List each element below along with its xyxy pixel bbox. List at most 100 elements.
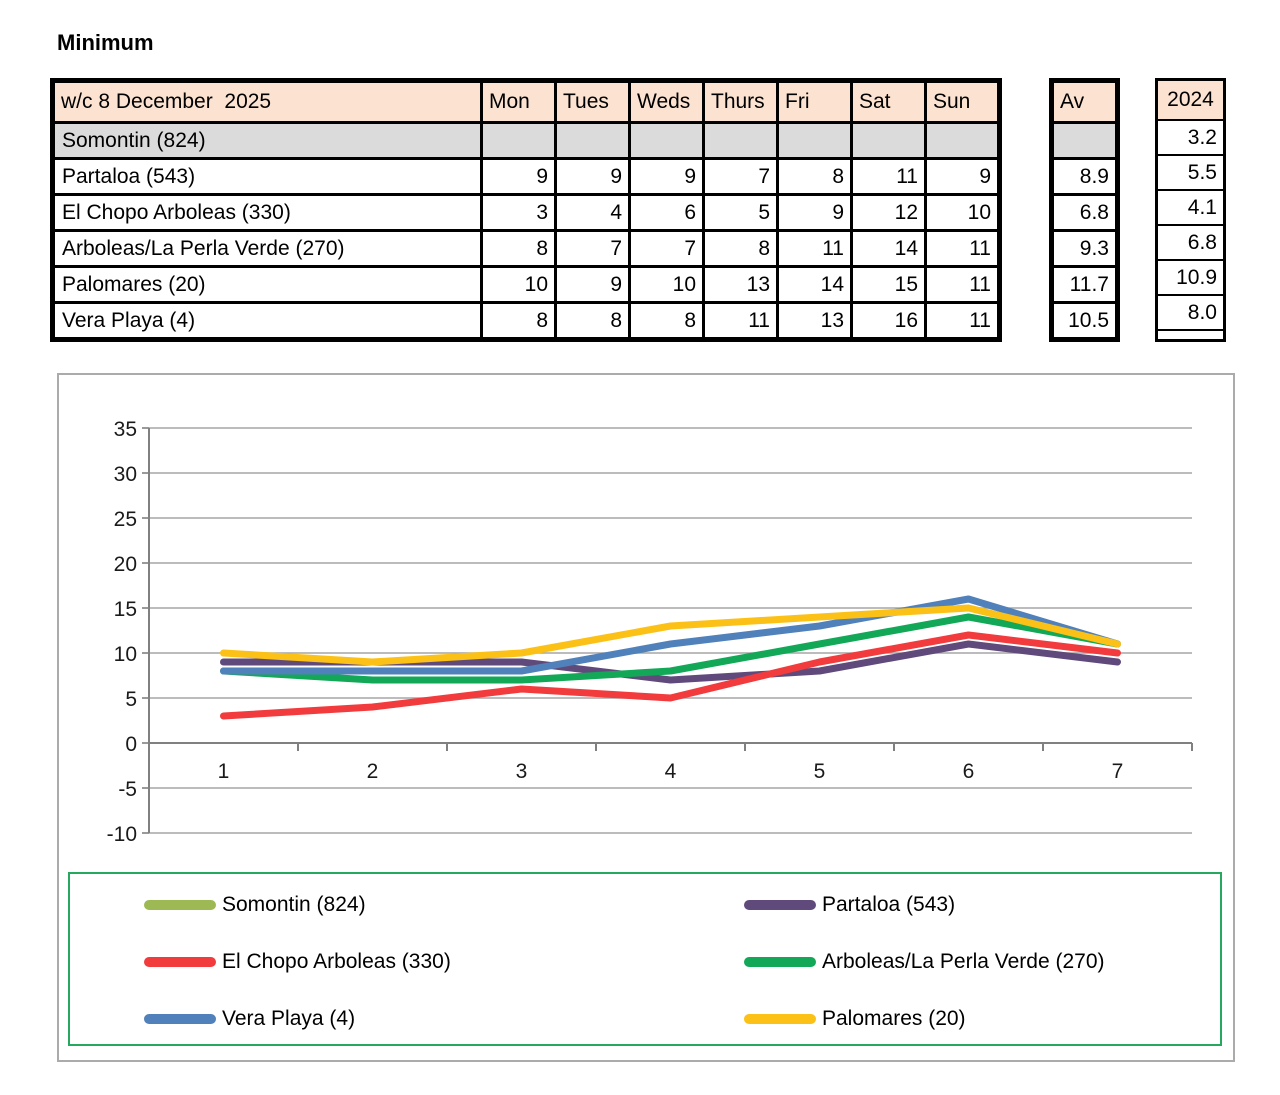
day-value-cell[interactable]: 10	[924, 193, 1001, 232]
year-value-cell[interactable]: 8.0	[1155, 294, 1226, 331]
day-value-cell[interactable]: 10	[628, 265, 705, 304]
day-value-cell[interactable]	[480, 121, 557, 160]
average-value-cell[interactable]: 9.3	[1050, 229, 1119, 268]
table-row: Palomares (20) 10 9 10 13 14 15 11	[51, 265, 1001, 304]
average-value-cell[interactable]: 10.5	[1050, 301, 1119, 341]
series-line	[220, 631, 1121, 720]
table-row: El Chopo Arboleas (330) 3 4 6 5 9 12 10	[51, 193, 1001, 232]
chart-area[interactable]: 35 30 25 20 15 10 5 0 -5 -10 1 2 3 4 5 6 7 Somontin (824…	[57, 373, 1235, 1062]
legend-swatch	[144, 1014, 216, 1024]
day-value-cell[interactable]: 8	[480, 301, 557, 341]
day-value-cell[interactable]: 9	[480, 157, 557, 196]
day-value-cell[interactable]: 3	[480, 193, 557, 232]
day-value-cell[interactable]	[850, 121, 927, 160]
day-value-cell[interactable]: 7	[702, 157, 779, 196]
legend-item[interactable]: Palomares (20)	[744, 1007, 966, 1031]
day-value-cell[interactable]	[628, 121, 705, 160]
table-row: Partaloa (543) 9 9 9 7 8 11 9	[51, 157, 1001, 196]
day-header-tues[interactable]: Tues	[554, 79, 631, 124]
day-value-cell[interactable]	[702, 121, 779, 160]
year-value-cell[interactable]: 4.1	[1155, 189, 1226, 226]
day-value-cell[interactable]: 8	[628, 301, 705, 341]
day-value-cell[interactable]: 14	[776, 265, 853, 304]
year-header-cell[interactable]: 2024	[1155, 78, 1226, 121]
day-value-cell[interactable]: 9	[554, 265, 631, 304]
table-row: Somontin (824)	[51, 121, 1001, 160]
day-header-mon[interactable]: Mon	[480, 79, 557, 124]
row-name-cell[interactable]: Vera Playa (4)	[51, 301, 483, 341]
x-axis-label: 3	[516, 760, 528, 783]
day-value-cell[interactable]: 13	[702, 265, 779, 304]
day-value-cell[interactable]: 6	[628, 193, 705, 232]
day-value-cell[interactable]: 4	[554, 193, 631, 232]
legend-item[interactable]: Arboleas/La Perla Verde (270)	[744, 950, 1105, 974]
legend-label: Palomares (20)	[822, 1007, 966, 1030]
day-value-cell[interactable]: 9	[776, 193, 853, 232]
day-value-cell[interactable]: 11	[776, 229, 853, 268]
year-value-cell[interactable]: 10.9	[1155, 259, 1226, 296]
row-name-cell[interactable]: Arboleas/La Perla Verde (270)	[51, 229, 483, 268]
day-value-cell[interactable]: 9	[628, 157, 705, 196]
day-value-cell[interactable]: 11	[702, 301, 779, 341]
legend-item[interactable]: El Chopo Arboleas (330)	[144, 950, 451, 974]
day-value-cell[interactable]: 15	[850, 265, 927, 304]
day-value-cell[interactable]: 14	[850, 229, 927, 268]
legend-item[interactable]: Partaloa (543)	[744, 893, 955, 917]
table-row: 10.9	[1155, 259, 1226, 296]
series-line	[220, 595, 1121, 675]
day-value-cell[interactable]: 7	[628, 229, 705, 268]
table-row	[1155, 329, 1226, 342]
day-value-cell[interactable]: 11	[924, 229, 1001, 268]
table-row: 6.8	[1050, 193, 1119, 232]
y-axis-label: -10	[107, 823, 137, 846]
legend-swatch	[744, 957, 816, 967]
legend-item[interactable]: Somontin (824)	[144, 893, 366, 917]
day-value-cell[interactable]: 9	[554, 157, 631, 196]
average-value-cell[interactable]	[1050, 121, 1119, 160]
day-value-cell[interactable]	[776, 121, 853, 160]
day-value-cell[interactable]: 5	[702, 193, 779, 232]
day-value-cell[interactable]: 11	[924, 265, 1001, 304]
day-header-sun[interactable]: Sun	[924, 79, 1001, 124]
day-value-cell[interactable]: 10	[480, 265, 557, 304]
year-value-cell[interactable]: 5.5	[1155, 154, 1226, 191]
empty-cell[interactable]	[1155, 329, 1226, 342]
row-name-cell[interactable]: Somontin (824)	[51, 121, 483, 160]
legend-item[interactable]: Vera Playa (4)	[144, 1007, 355, 1031]
row-name-cell[interactable]: Partaloa (543)	[51, 157, 483, 196]
day-value-cell[interactable]: 16	[850, 301, 927, 341]
average-value-cell[interactable]: 8.9	[1050, 157, 1119, 196]
year-value-cell[interactable]: 3.2	[1155, 119, 1226, 156]
day-value-cell[interactable]: 9	[924, 157, 1001, 196]
table-row: 5.5	[1155, 154, 1226, 191]
table-row: 9.3	[1050, 229, 1119, 268]
series-line	[220, 604, 1121, 666]
row-name-cell[interactable]: El Chopo Arboleas (330)	[51, 193, 483, 232]
day-value-cell[interactable]: 7	[554, 229, 631, 268]
year-value-cell[interactable]: 6.8	[1155, 224, 1226, 261]
day-value-cell[interactable]: 11	[850, 157, 927, 196]
average-value-cell[interactable]: 6.8	[1050, 193, 1119, 232]
day-header-fri[interactable]: Fri	[776, 79, 853, 124]
day-value-cell[interactable]	[924, 121, 1001, 160]
day-value-cell[interactable]: 11	[924, 301, 1001, 341]
day-value-cell[interactable]: 8	[776, 157, 853, 196]
day-value-cell[interactable]: 13	[776, 301, 853, 341]
day-value-cell[interactable]: 12	[850, 193, 927, 232]
day-header-thurs[interactable]: Thurs	[702, 79, 779, 124]
day-header-weds[interactable]: Weds	[628, 79, 705, 124]
x-axis-label: 4	[665, 760, 677, 783]
day-value-cell[interactable]: 8	[702, 229, 779, 268]
day-value-cell[interactable]	[554, 121, 631, 160]
day-value-cell[interactable]: 8	[554, 301, 631, 341]
x-axis-label: 1	[218, 760, 230, 783]
average-value-cell[interactable]: 11.7	[1050, 265, 1119, 304]
y-axis-label: 35	[114, 418, 137, 441]
day-header-sat[interactable]: Sat	[850, 79, 927, 124]
week-label-cell[interactable]: w/c 8 December 2025	[51, 79, 483, 124]
day-value-cell[interactable]: 8	[480, 229, 557, 268]
average-header-cell[interactable]: Av	[1050, 79, 1119, 124]
row-name-cell[interactable]: Palomares (20)	[51, 265, 483, 304]
y-axis-label: 30	[114, 463, 137, 486]
